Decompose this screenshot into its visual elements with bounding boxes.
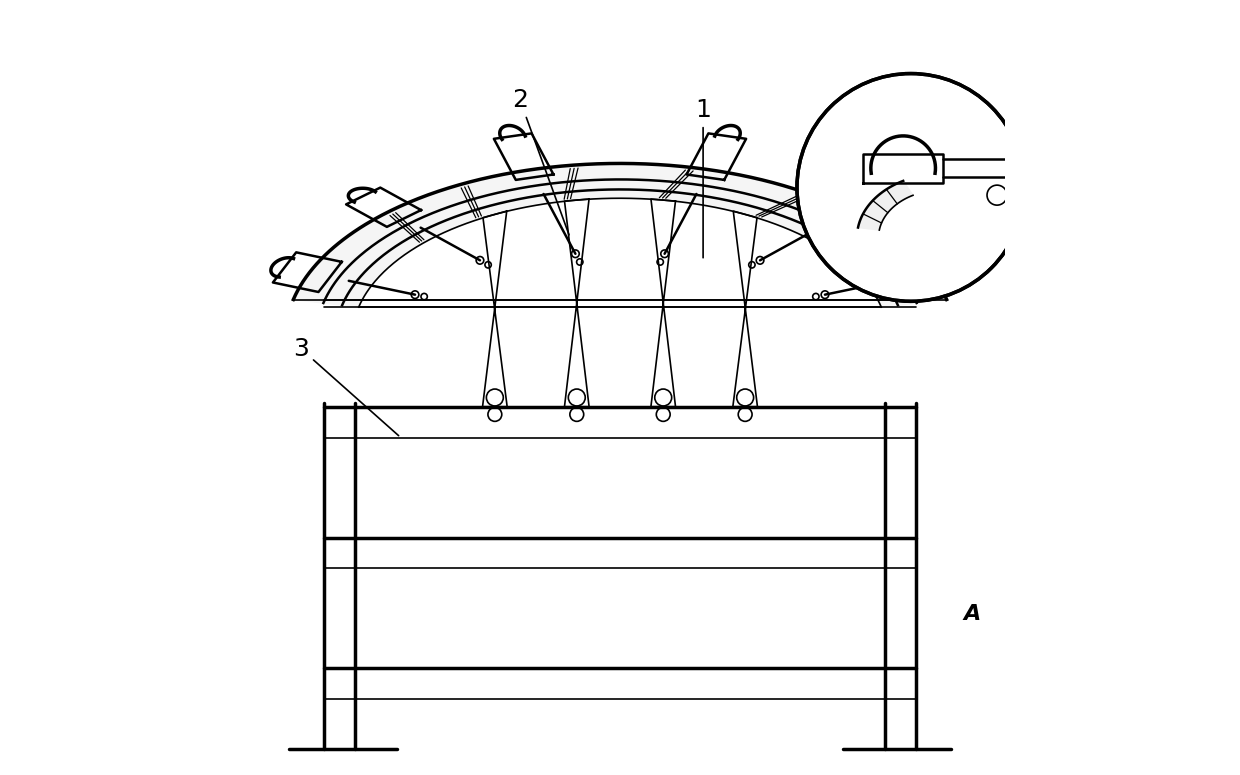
Text: 1: 1 <box>696 98 711 258</box>
Text: A: A <box>963 604 981 625</box>
Polygon shape <box>294 164 946 307</box>
Text: 3: 3 <box>293 336 398 436</box>
Circle shape <box>797 74 1024 301</box>
Text: 2: 2 <box>512 88 569 235</box>
Polygon shape <box>858 181 913 230</box>
